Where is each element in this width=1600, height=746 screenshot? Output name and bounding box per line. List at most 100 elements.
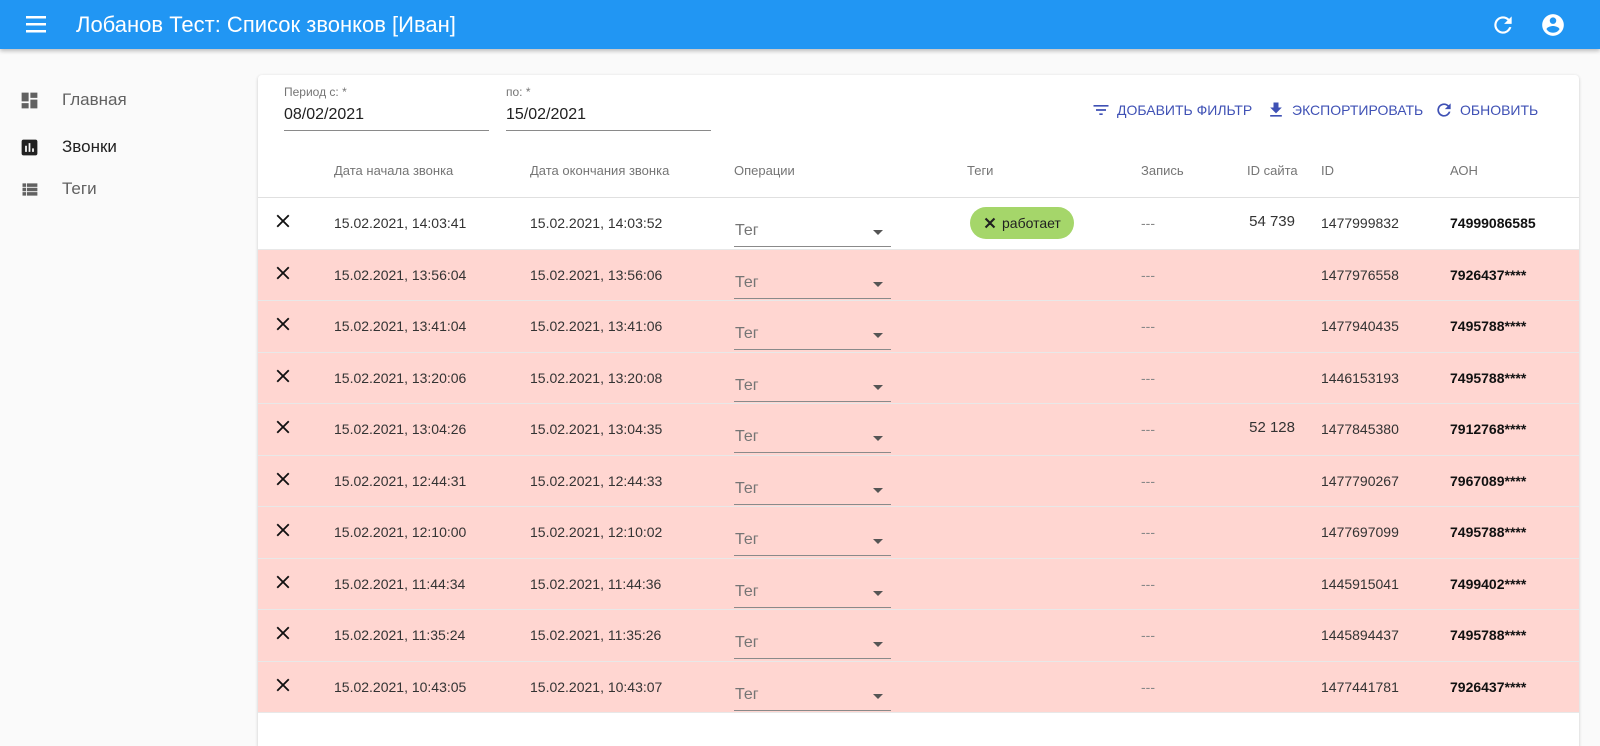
delete-icon[interactable] xyxy=(272,622,294,644)
call-end: 15.02.2021, 12:44:33 xyxy=(530,472,663,489)
export-button[interactable]: ЭКСПОРТИРОВАТЬ xyxy=(1266,99,1423,121)
call-id: 1477441781 xyxy=(1321,678,1399,695)
column-header-site-id[interactable]: ID сайта xyxy=(1247,163,1298,178)
calls-card: Период с: * 08/02/2021 по: * 15/02/2021 … xyxy=(258,75,1579,746)
sidebar-item-calls[interactable]: Звонки xyxy=(0,127,256,167)
filter-icon xyxy=(1093,105,1109,115)
column-header-operations: Операции xyxy=(734,163,795,178)
caller-number: 7499402**** xyxy=(1450,575,1527,592)
column-header-tags: Теги xyxy=(967,163,994,178)
caller-number: 7495788**** xyxy=(1450,627,1527,643)
delete-icon[interactable] xyxy=(272,571,294,593)
operation-value: Тег xyxy=(735,531,759,548)
delete-icon[interactable] xyxy=(272,416,294,438)
refresh-icon xyxy=(1437,103,1451,117)
record-value: --- xyxy=(1141,369,1155,386)
sidebar-item-home[interactable]: Главная xyxy=(0,80,256,120)
caller-number: 74999086585 xyxy=(1450,215,1536,231)
table-row: 15.02.2021, 11:35:24 15.02.2021, 11:35:2… xyxy=(258,610,1579,662)
delete-icon[interactable] xyxy=(272,519,294,541)
period-to-field[interactable]: по: * 15/02/2021 xyxy=(506,85,711,131)
operation-select[interactable]: Тег xyxy=(734,528,891,556)
site-id: 52 128 xyxy=(1249,419,1295,436)
dropdown-arrow-icon xyxy=(873,281,883,287)
call-end: 15.02.2021, 13:04:35 xyxy=(530,421,663,437)
call-start: 15.02.2021, 11:35:24 xyxy=(334,627,466,643)
record-value: --- xyxy=(1141,421,1155,437)
column-header-id[interactable]: ID xyxy=(1321,163,1334,178)
period-to-value[interactable]: 15/02/2021 xyxy=(506,106,587,123)
refresh-button[interactable]: ОБНОВИТЬ xyxy=(1434,99,1538,121)
operation-select[interactable]: Тег xyxy=(734,219,891,247)
app-bar: Лобанов Тест: Список звонков [Иван] xyxy=(0,0,1600,49)
operation-select[interactable]: Тег xyxy=(734,631,891,659)
table-row: 15.02.2021, 14:03:41 15.02.2021, 14:03:5… xyxy=(258,198,1579,250)
call-start: 15.02.2021, 13:56:04 xyxy=(334,266,467,283)
sidebar-item-label: Теги xyxy=(62,179,97,198)
delete-icon[interactable] xyxy=(272,468,294,490)
chip-delete-icon[interactable] xyxy=(982,215,998,231)
table-row: 15.02.2021, 10:43:05 15.02.2021, 10:43:0… xyxy=(258,661,1579,713)
caller-number: 7495788**** xyxy=(1450,318,1527,334)
table-row: 15.02.2021, 11:44:34 15.02.2021, 11:44:3… xyxy=(258,558,1579,610)
call-end: 15.02.2021, 11:44:36 xyxy=(530,575,662,592)
period-from-field[interactable]: Период с: * 08/02/2021 xyxy=(284,85,489,131)
record-value: --- xyxy=(1141,575,1155,592)
operation-select[interactable]: Тег xyxy=(734,271,891,299)
sidebar-item-tags[interactable]: Теги xyxy=(0,169,256,209)
column-header-aon[interactable]: АОН xyxy=(1450,163,1478,178)
column-header-record: Запись xyxy=(1141,163,1184,178)
call-id: 1477940435 xyxy=(1321,318,1399,334)
add-filter-button[interactable]: ДОБАВИТЬ ФИЛЬТР xyxy=(1091,99,1252,121)
caller-number: 7912768**** xyxy=(1450,421,1527,437)
period-from-value[interactable]: 08/02/2021 xyxy=(284,106,365,123)
delete-icon[interactable] xyxy=(272,210,294,232)
add-filter-label: ДОБАВИТЬ ФИЛЬТР xyxy=(1117,102,1253,118)
dropdown-arrow-icon xyxy=(873,693,883,699)
delete-icon[interactable] xyxy=(272,674,294,696)
call-id: 1445894437 xyxy=(1321,627,1399,643)
call-end: 15.02.2021, 11:35:26 xyxy=(530,627,662,643)
dropdown-arrow-icon xyxy=(873,642,883,647)
call-id: 1477845380 xyxy=(1321,421,1399,437)
refresh-label: ОБНОВИТЬ xyxy=(1460,102,1539,118)
call-end: 15.02.2021, 13:56:06 xyxy=(530,266,663,283)
delete-icon[interactable] xyxy=(272,313,294,335)
account-icon[interactable] xyxy=(1540,12,1566,38)
operation-select[interactable]: Тег xyxy=(734,425,891,453)
call-end: 15.02.2021, 12:10:02 xyxy=(530,524,663,540)
call-end: 15.02.2021, 13:41:06 xyxy=(530,318,663,334)
table-header: Дата начала звонка Дата окончания звонка… xyxy=(258,145,1579,198)
call-start: 15.02.2021, 13:04:26 xyxy=(334,421,467,437)
call-end: 15.02.2021, 14:03:52 xyxy=(530,215,663,231)
dashboard-icon xyxy=(19,90,40,111)
operation-select[interactable]: Тег xyxy=(734,580,891,608)
delete-icon[interactable] xyxy=(272,365,294,387)
dropdown-arrow-icon xyxy=(873,333,883,338)
delete-icon[interactable] xyxy=(272,262,294,284)
column-header-start[interactable]: Дата начала звонка xyxy=(334,163,454,178)
operation-select[interactable]: Тег xyxy=(734,322,891,350)
column-header-end[interactable]: Дата окончания звонка xyxy=(530,163,670,178)
sidebar-item-label: Звонки xyxy=(62,137,117,156)
operation-value: Тег xyxy=(735,479,759,497)
caller-number: 7967089**** xyxy=(1450,472,1527,489)
menu-icon[interactable] xyxy=(22,12,52,36)
dropdown-arrow-icon xyxy=(873,384,883,390)
call-end: 15.02.2021, 10:43:07 xyxy=(530,678,663,695)
refresh-icon[interactable] xyxy=(1490,12,1516,38)
operation-select[interactable]: Тег xyxy=(734,477,891,505)
call-start: 15.02.2021, 14:03:41 xyxy=(334,215,467,231)
operation-value: Тег xyxy=(735,325,759,342)
record-value: --- xyxy=(1141,627,1155,643)
caller-number: 7495788**** xyxy=(1450,369,1527,386)
call-id: 1477790267 xyxy=(1321,472,1399,489)
table-row: 15.02.2021, 13:56:04 15.02.2021, 13:56:0… xyxy=(258,249,1579,301)
tag-chip[interactable]: работает xyxy=(970,207,1074,239)
operation-select[interactable]: Тег xyxy=(734,374,891,402)
call-end: 15.02.2021, 13:20:08 xyxy=(530,369,663,386)
tag-chip-label: работает xyxy=(1002,215,1061,231)
export-label: ЭКСПОРТИРОВАТЬ xyxy=(1292,102,1424,118)
call-start: 15.02.2021, 13:20:06 xyxy=(334,369,467,386)
operation-select[interactable]: Тег xyxy=(734,683,891,711)
